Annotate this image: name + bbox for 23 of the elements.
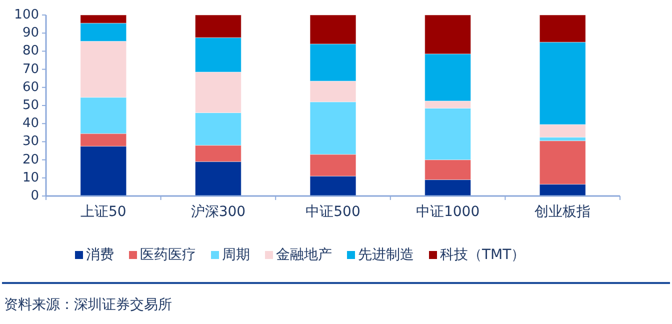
y-tick-label: 70: [22, 62, 39, 77]
x-tick-label: 创业板指: [534, 204, 591, 220]
legend-label: 周期: [222, 247, 250, 263]
legend-label: 消费: [86, 247, 114, 263]
y-tick-label: 80: [22, 44, 39, 59]
y-tick-label: 50: [22, 98, 39, 113]
legend-label: 先进制造: [358, 247, 414, 263]
x-tick-label: 中证500: [306, 204, 360, 220]
x-tick-label: 沪深300: [190, 204, 246, 220]
y-tick-label: 30: [22, 134, 39, 150]
legend-label: 金融地产: [276, 247, 332, 263]
legend-label: 医药医疗: [140, 247, 196, 263]
y-tick-label: 10: [22, 170, 39, 186]
y-tick-label: 100: [14, 8, 39, 22]
legend-label: 科技（TMT）: [440, 247, 526, 263]
y-tick-label: 40: [22, 116, 39, 132]
x-tick-label: 中证1000: [416, 204, 480, 220]
y-tick-label: 60: [22, 80, 39, 95]
text: 资料来源：深圳证券交易所: [4, 297, 172, 313]
x-tick-label: 上证50: [80, 204, 126, 220]
y-tick-label: 20: [22, 152, 39, 168]
y-tick-label: 0: [30, 188, 39, 204]
y-tick-label: 90: [22, 26, 39, 41]
